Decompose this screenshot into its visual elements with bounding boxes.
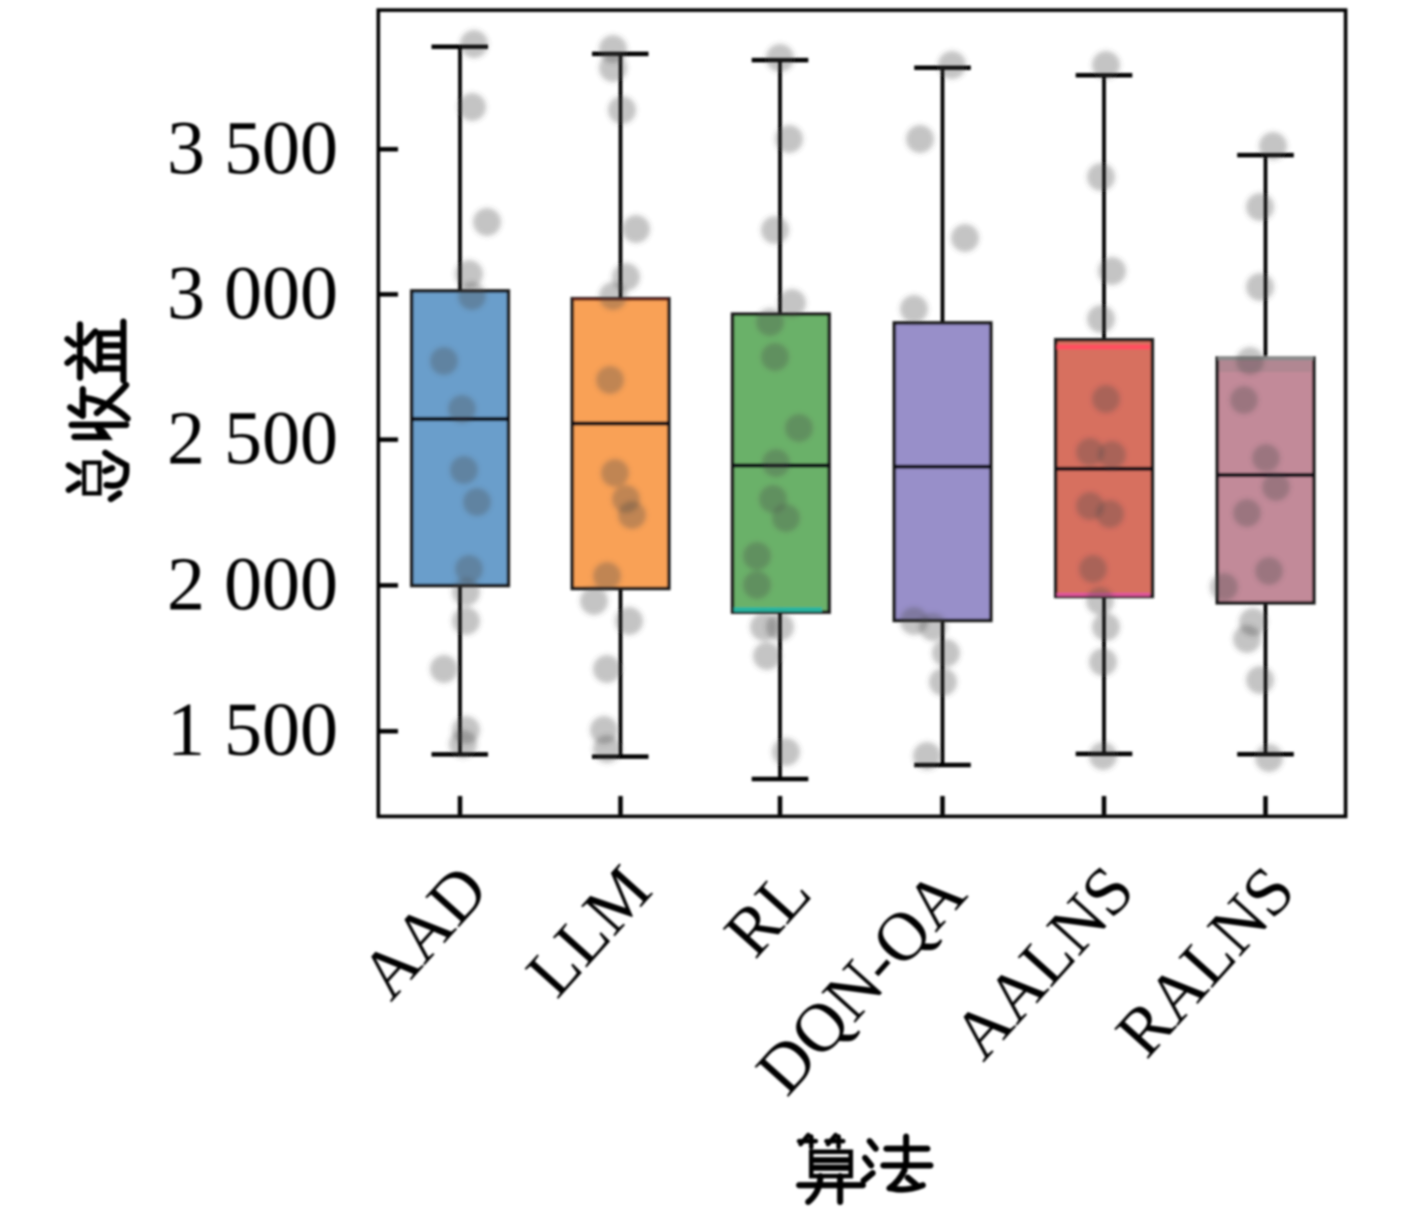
- svg-text:2 500: 2 500: [167, 397, 338, 481]
- svg-text:1 500: 1 500: [167, 688, 338, 772]
- svg-text:3 000: 3 000: [167, 251, 338, 335]
- svg-text:2 000: 2 000: [167, 542, 338, 626]
- svg-text:3 500: 3 500: [167, 106, 338, 190]
